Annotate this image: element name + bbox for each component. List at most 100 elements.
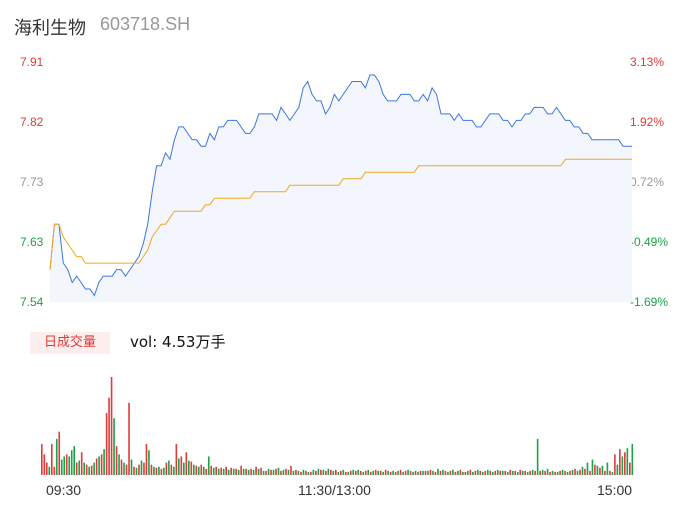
volume-bar [631, 444, 634, 475]
volume-bar [516, 471, 519, 475]
volume-bar [377, 470, 379, 475]
volume-bar [579, 469, 581, 475]
volume-bar [148, 450, 150, 475]
volume-bar [125, 464, 128, 475]
volume-bar [472, 471, 474, 475]
volume-bar [95, 458, 98, 475]
volume-bar [98, 456, 100, 475]
volume-bar [384, 469, 387, 475]
volume-bar [442, 469, 444, 475]
volume-bar [110, 377, 113, 475]
volume-bar [277, 467, 280, 475]
volume-bar [564, 470, 566, 475]
volume-bar [399, 469, 402, 475]
volume-bar [93, 462, 95, 475]
volume-bar [335, 469, 337, 475]
time-tick-label: 15:00 [597, 482, 633, 498]
volume-bar [536, 438, 539, 475]
avg-price-line [49, 158, 632, 270]
price-tick-label: 7.63 [20, 235, 44, 249]
volume-bar [195, 465, 198, 475]
volume-bar [83, 462, 85, 475]
volume-bar [232, 468, 235, 475]
volume-bar [382, 471, 384, 475]
volume-bar [168, 460, 170, 475]
volume-bar [422, 470, 424, 475]
volume-bar [402, 471, 404, 475]
volume-bar [464, 471, 467, 475]
volume-bar [58, 431, 61, 475]
volume-bar [202, 466, 205, 475]
volume-bar [320, 469, 322, 475]
volume-bar [494, 470, 497, 475]
volume-bar [482, 471, 484, 475]
volume-bar [190, 461, 193, 475]
volume-bar [626, 448, 629, 475]
volume-bar [369, 471, 372, 475]
volume-bar [352, 469, 355, 475]
volume-bar [138, 464, 140, 475]
volume-bar [103, 449, 105, 475]
volume-bar [427, 470, 429, 475]
volume-bar [439, 470, 442, 475]
volume-bar [230, 467, 232, 475]
volume-bar [247, 469, 250, 475]
volume-bar [115, 446, 118, 475]
volume-bar [437, 468, 439, 475]
volume-bar [183, 462, 185, 475]
volume-bar [227, 469, 230, 475]
volume-bar [105, 413, 108, 475]
volume-bar [606, 462, 609, 475]
volume-bar [344, 471, 347, 475]
volume-bar [409, 470, 412, 475]
volume-bar [596, 465, 599, 475]
volume-bar [235, 468, 237, 475]
volume-bar [173, 466, 175, 475]
volume-value: vol: 4.53万手 [130, 333, 226, 351]
volume-bar [621, 456, 624, 475]
volume-bar [225, 466, 227, 475]
volume-bar [237, 469, 240, 475]
volume-bar [419, 470, 422, 475]
volume-bar [571, 469, 574, 475]
pct-tick-label: -1.69% [630, 295, 669, 309]
volume-bar [601, 465, 604, 475]
price-tick-label: 7.82 [20, 115, 44, 129]
volume-bar [432, 470, 434, 475]
volume-bar [496, 469, 499, 475]
volume-bar [604, 470, 606, 475]
volume-bar [541, 469, 544, 475]
volume-bar [407, 469, 409, 475]
volume-bar [55, 438, 58, 475]
volume-bar [452, 469, 454, 475]
volume-bars [41, 377, 634, 475]
volume-bar [118, 454, 120, 475]
volume-bar [457, 470, 459, 475]
volume-bar [207, 456, 210, 475]
volume-bar [160, 468, 163, 475]
volume-bar [609, 470, 611, 475]
volume-bar [295, 469, 297, 475]
volume-bar [133, 466, 135, 475]
volume-bar [569, 470, 571, 475]
volume-bar [611, 471, 614, 475]
volume-bar [325, 470, 327, 475]
volume-bar [404, 470, 407, 475]
stock-name: 海利生物 [14, 18, 86, 39]
volume-bar [78, 460, 80, 475]
volume-bar [68, 456, 71, 475]
time-tick-label: 09:30 [46, 482, 82, 498]
volume-bar [130, 459, 133, 475]
volume-bar [332, 470, 335, 475]
volume-bar [43, 454, 46, 475]
volume-bar [123, 462, 125, 475]
volume-bar [307, 471, 310, 475]
volume-bar [576, 470, 579, 475]
volume-bar [449, 470, 452, 475]
volume-bar [619, 449, 621, 475]
volume-bar [469, 469, 472, 475]
volume-bar [200, 464, 203, 475]
volume-bar [53, 466, 56, 475]
price-tick-label: 7.91 [20, 55, 44, 69]
